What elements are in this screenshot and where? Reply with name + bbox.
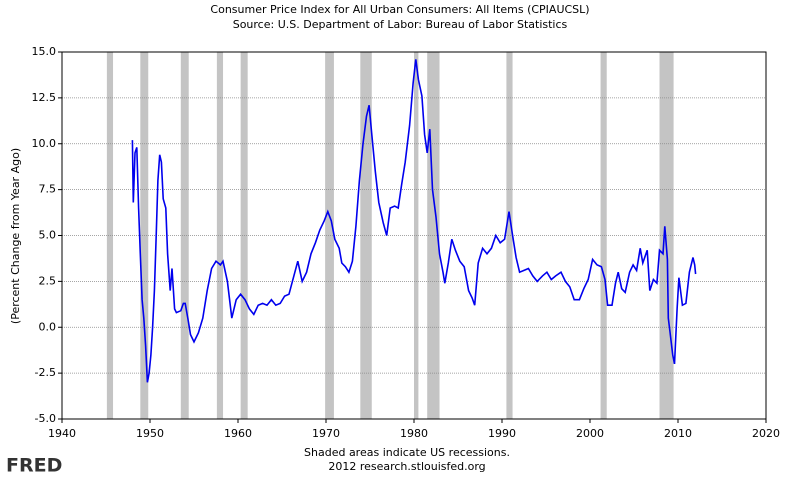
data-line	[131, 59, 697, 383]
x-tick-label: 2000	[576, 427, 604, 440]
x-tick-label: 1970	[312, 427, 340, 440]
x-tick-label: 1950	[136, 427, 164, 440]
recession-band	[216, 52, 224, 419]
y-tick-label: 15.0	[32, 45, 57, 58]
y-axis-label: (Percent Change from Year Ago)	[9, 148, 22, 324]
x-tick-label: 2020	[752, 427, 780, 440]
recession-band	[325, 52, 334, 419]
plot-area: -5.0 -2.5 0.0 2.5 5.0 7.5 10.0 12.5 15.0 1940 1950…	[32, 45, 781, 440]
footnote: Shaded areas indicate US recessions.	[304, 446, 510, 459]
y-tick-label: 7.5	[39, 183, 57, 196]
x-tick-label: 1960	[224, 427, 252, 440]
recession-band	[106, 52, 114, 419]
x-tick-label: 1940	[48, 427, 76, 440]
logo: FRED	[6, 455, 62, 477]
x-tick-label: 1980	[400, 427, 428, 440]
chart-subtitle: Source: U.S. Department of Labor: Bureau…	[233, 18, 568, 31]
x-tick-label: 2010	[664, 427, 692, 440]
recession-band	[600, 52, 607, 419]
y-tick-label: 2.5	[39, 274, 57, 287]
plot-frame	[61, 51, 767, 420]
y-tick-label: 12.5	[32, 91, 57, 104]
recession-band	[506, 52, 513, 419]
credit: 2012 research.stlouisfed.org	[328, 460, 485, 473]
x-tick-label: 1990	[488, 427, 516, 440]
y-tick-label: 5.0	[39, 229, 57, 242]
y-tick-label: -2.5	[35, 366, 56, 379]
chart-title: Consumer Price Index for All Urban Consu…	[210, 3, 589, 16]
y-tick-label: 10.0	[32, 137, 57, 150]
y-tick-label: -5.0	[35, 412, 56, 425]
y-tick-label: 0.0	[39, 320, 57, 333]
